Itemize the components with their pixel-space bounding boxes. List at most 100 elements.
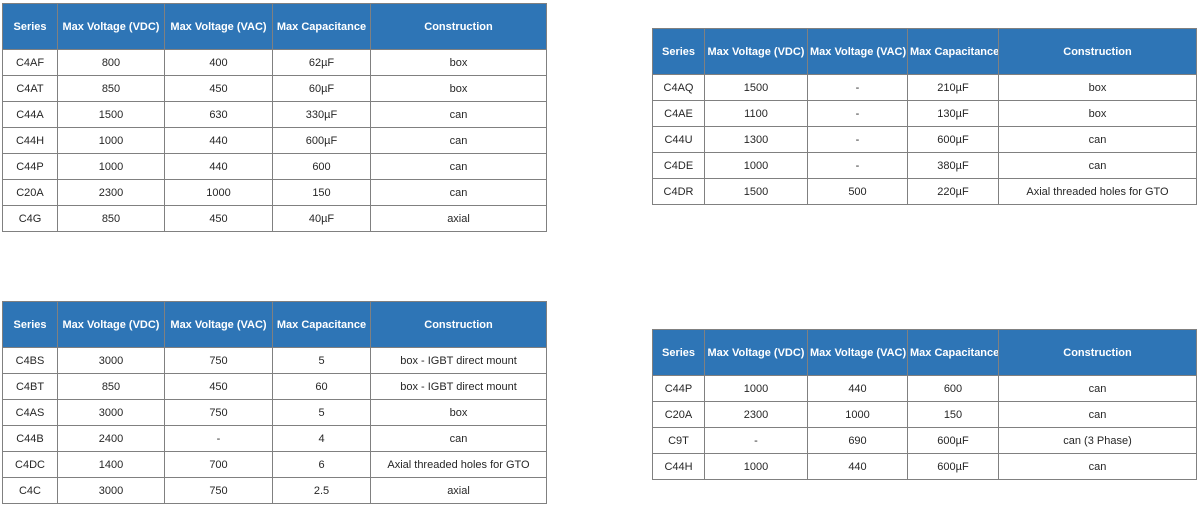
table-row: C4DC 1400 700 6 Axial threaded holes for GTO [2, 451, 547, 478]
cell-max-voltage-vac: 450 [164, 75, 273, 102]
cell-max-voltage-vac: 750 [164, 399, 273, 426]
cell-max-capacitance: 60 [272, 373, 371, 400]
table-row: C4DR 1500 500 220µF Axial threaded holes for… [652, 178, 1197, 205]
cell-max-voltage-vac: 700 [164, 451, 273, 478]
cell-max-voltage-vdc: 850 [57, 373, 165, 400]
cell-max-voltage-vdc: 1000 [704, 152, 808, 179]
cell-max-voltage-vdc: 3000 [57, 347, 165, 374]
cell-series: C4AS [2, 399, 58, 426]
cell-max-voltage-vac: - [807, 126, 908, 153]
table-row: C4AS 3000 750 5 box [2, 399, 547, 426]
cell-max-capacitance: 600 [907, 375, 999, 402]
column-header-max-voltage-vdc: Max Voltage (VDC) [57, 3, 165, 50]
table-row: C4AE 1100-130µF box [652, 100, 1197, 127]
cell-max-voltage-vac: 440 [807, 375, 908, 402]
cell-max-voltage-vdc: 2300 [57, 179, 165, 206]
cell-max-voltage-vdc: 1500 [57, 101, 165, 128]
cell-max-capacitance: 4 [272, 425, 371, 452]
cell-max-voltage-vdc: 1500 [704, 74, 808, 101]
cell-max-capacitance: 150 [272, 179, 371, 206]
cell-construction: box [998, 100, 1197, 127]
column-header-construction: Construction [370, 301, 547, 348]
cell-construction: can [998, 453, 1197, 480]
cell-construction: can (3 Phase) [998, 427, 1197, 454]
cell-max-voltage-vac: 440 [164, 127, 273, 154]
header-row: Series Max Voltage (VDC) Max Voltage (VAC)… [2, 3, 547, 50]
cell-max-voltage-vac: - [807, 152, 908, 179]
column-header-series: Series [652, 329, 705, 376]
cell-construction: can [998, 126, 1197, 153]
table-row: C4G 850 450 40µF axial [2, 205, 547, 232]
cell-series: C4DE [652, 152, 705, 179]
cell-series: C44A [2, 101, 58, 128]
cell-max-capacitance: 5 [272, 399, 371, 426]
header-row: Series Max Voltage (VDC) Max Voltage (VAC)… [652, 329, 1197, 376]
column-header-max-voltage-vdc: Max Voltage (VDC) [57, 301, 165, 348]
cell-max-capacitance: 62µF [272, 49, 371, 76]
table-row: C4BS 3000 750 5 box - IGBT direct mount [2, 347, 547, 374]
column-header-max-voltage-vac: Max Voltage (VAC) [164, 301, 273, 348]
table-row: C4BT 850 450 60 box - IGBT direct mount [2, 373, 547, 400]
cell-series: C44P [2, 153, 58, 180]
cell-max-capacitance: 600µF [907, 427, 999, 454]
cell-max-voltage-vdc: 3000 [57, 399, 165, 426]
cell-max-voltage-vdc: 850 [57, 75, 165, 102]
cell-max-voltage-vac: 750 [164, 347, 273, 374]
cell-max-voltage-vac: 450 [164, 373, 273, 400]
cell-construction: box [370, 399, 547, 426]
table-row: C20A 2300 1000 150 can [652, 401, 1197, 428]
cell-series: C9T [652, 427, 705, 454]
column-header-max-voltage-vac: Max Voltage (VAC) [807, 329, 908, 376]
cell-max-capacitance: 600µF [272, 127, 371, 154]
cell-max-voltage-vdc: 850 [57, 205, 165, 232]
column-header-max-capacitance: Max Capacitance [907, 329, 999, 376]
cell-series: C44H [2, 127, 58, 154]
cell-series: C20A [2, 179, 58, 206]
cell-max-voltage-vdc: 1100 [704, 100, 808, 127]
cell-series: C4AQ [652, 74, 705, 101]
cell-max-capacitance: 60µF [272, 75, 371, 102]
table-row: C44B 2400-4 can [2, 425, 547, 452]
cell-series: C4C [2, 477, 58, 504]
cell-construction: Axial threaded holes for GTO [998, 178, 1197, 205]
data-table: Series Max Voltage (VDC) Max Voltage (VAC)… [2, 3, 547, 232]
cell-construction: box [370, 75, 547, 102]
cell-max-capacitance: 210µF [907, 74, 999, 101]
table-row: C4C 3000 750 2.5 axial [2, 477, 547, 504]
table-row: C44H 1000 440 600µF can [2, 127, 547, 154]
table-row: C44H 1000 440 600µF can [652, 453, 1197, 480]
cell-construction: box - IGBT direct mount [370, 373, 547, 400]
column-header-max-voltage-vac: Max Voltage (VAC) [164, 3, 273, 50]
cell-series: C4DR [652, 178, 705, 205]
column-header-max-voltage-vdc: Max Voltage (VDC) [704, 28, 808, 75]
cell-max-voltage-vdc: 2400 [57, 425, 165, 452]
cell-max-voltage-vac: 500 [807, 178, 908, 205]
cell-max-capacitance: 330µF [272, 101, 371, 128]
cell-max-voltage-vac: 1000 [807, 401, 908, 428]
header-row: Series Max Voltage (VDC) Max Voltage (VAC)… [652, 28, 1197, 75]
column-header-series: Series [2, 301, 58, 348]
column-header-construction: Construction [998, 329, 1197, 376]
cell-series: C4AT [2, 75, 58, 102]
cell-max-voltage-vdc: 1000 [57, 127, 165, 154]
column-header-max-capacitance: Max Capacitance [272, 3, 371, 50]
cell-construction: can [370, 153, 547, 180]
cell-construction: box [370, 49, 547, 76]
table-row: C4AF 800 400 62µF box [2, 49, 547, 76]
cell-max-voltage-vac: 440 [164, 153, 273, 180]
series-table-top-right: Series Max Voltage (VDC) Max Voltage (VAC)… [652, 28, 1197, 205]
cell-series: C44B [2, 425, 58, 452]
cell-construction: can [370, 179, 547, 206]
cell-max-voltage-vac: 1000 [164, 179, 273, 206]
cell-max-voltage-vdc: 1000 [704, 375, 808, 402]
table-row: C44A 1500 630 330µF can [2, 101, 547, 128]
table-row: C4AQ 1500-210µF box [652, 74, 1197, 101]
cell-series: C20A [652, 401, 705, 428]
cell-series: C4G [2, 205, 58, 232]
table-row: C20A 2300 1000 150 can [2, 179, 547, 206]
cell-series: C4AF [2, 49, 58, 76]
cell-max-voltage-vdc: 800 [57, 49, 165, 76]
cell-construction: box - IGBT direct mount [370, 347, 547, 374]
cell-construction: can [370, 425, 547, 452]
